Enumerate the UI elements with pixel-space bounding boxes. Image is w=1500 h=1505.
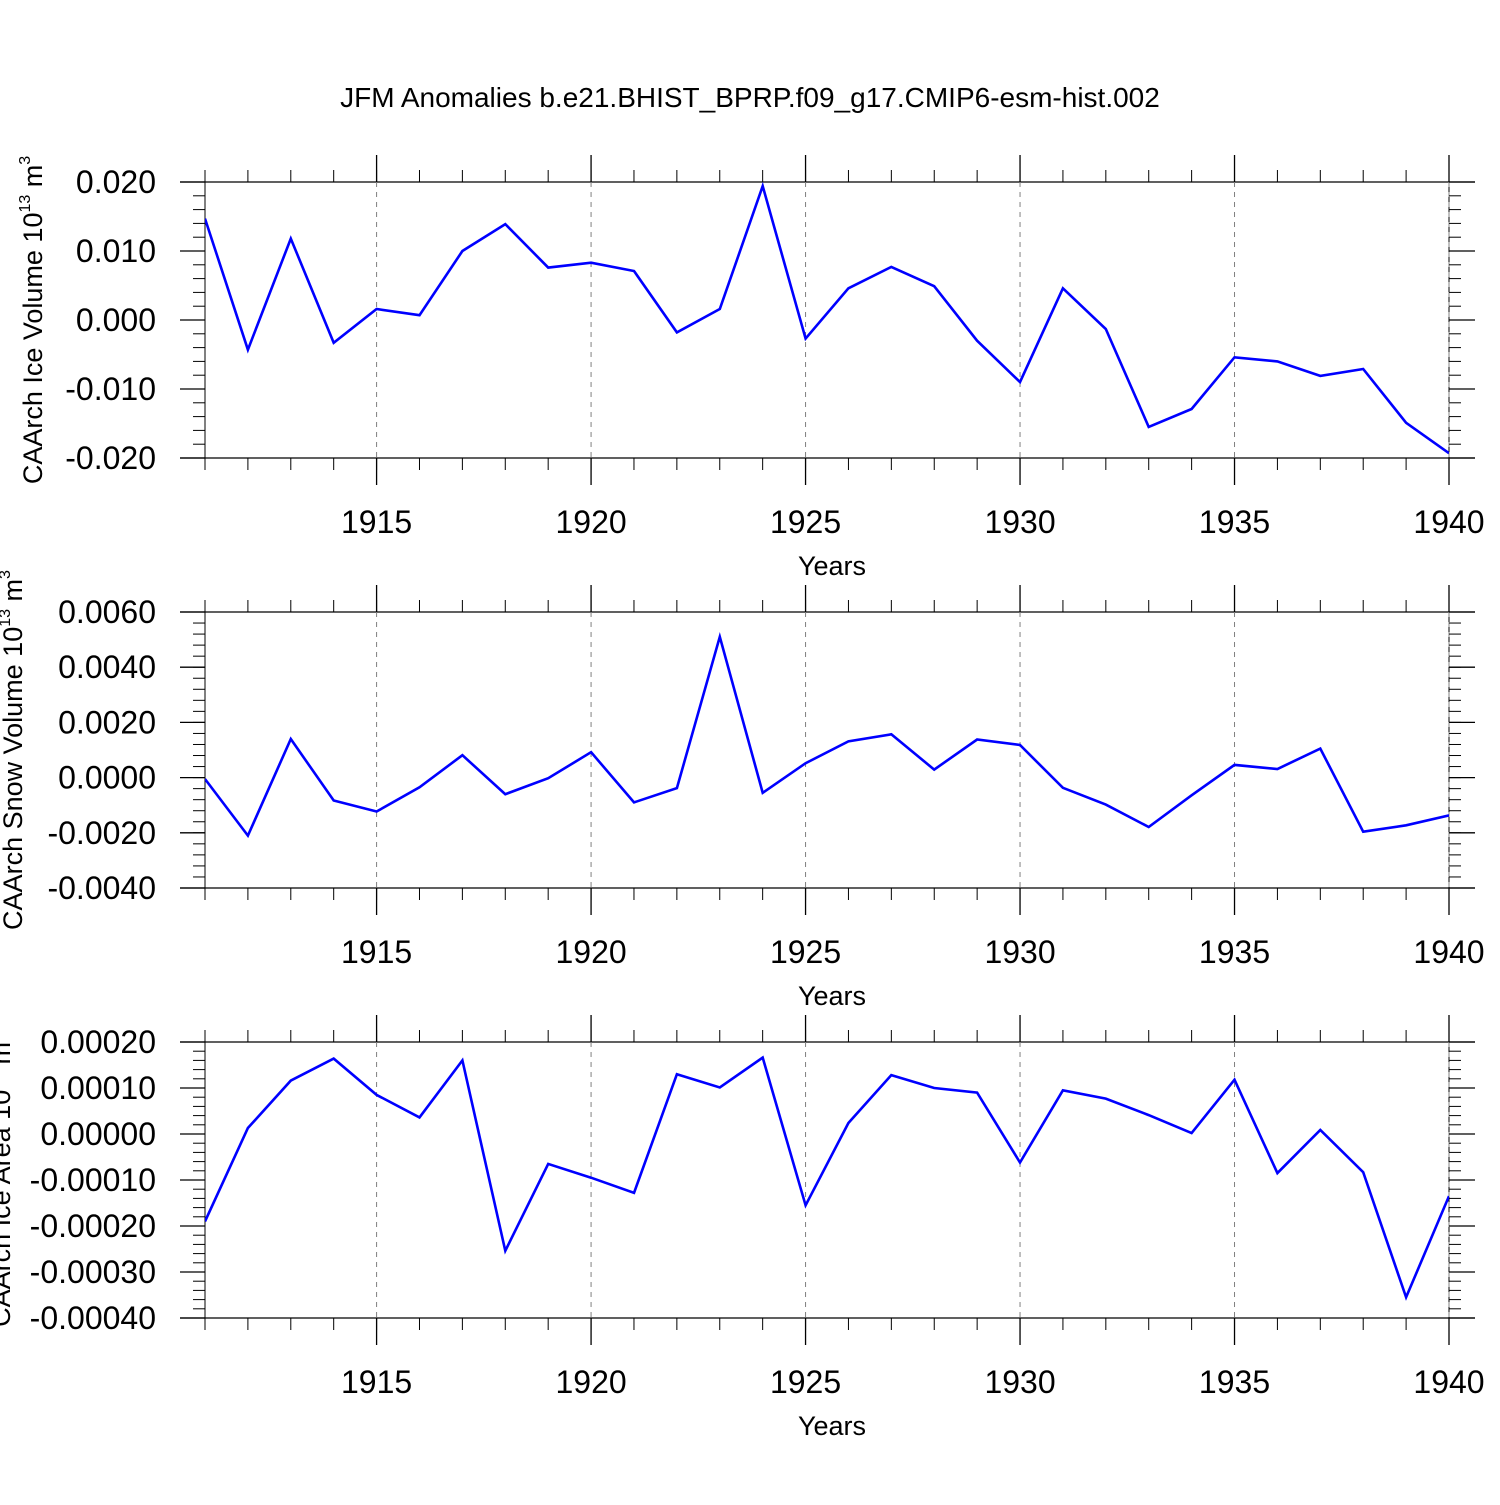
x-tick-label: 1920 bbox=[555, 1364, 626, 1400]
y-tick-label: -0.0020 bbox=[47, 815, 156, 851]
y-tick-label: -0.00010 bbox=[30, 1162, 156, 1198]
y-tick-label: 0.00020 bbox=[40, 1024, 156, 1060]
y-tick-label: 0.0020 bbox=[58, 704, 156, 740]
chart-panel-2: 1915 1920 1925 1930 1935 1940 -0.0040 -0.0020 0.… bbox=[0, 570, 1485, 1011]
series-line bbox=[205, 181, 1449, 455]
x-tick-label: 1935 bbox=[1199, 1364, 1270, 1400]
x-tick-label: 1925 bbox=[770, 934, 841, 970]
y-tick-label: 0.000 bbox=[76, 302, 156, 338]
x-tick-label: 1925 bbox=[770, 504, 841, 540]
x-tick-label: 1940 bbox=[1413, 504, 1484, 540]
y-tick-label: 0.0000 bbox=[58, 760, 156, 796]
x-tick-label: 1935 bbox=[1199, 504, 1270, 540]
chart-panel-3: 1915 1920 1925 1930 1935 1940 -0.00040 -0.00030… bbox=[0, 1015, 1485, 1441]
y-axis-label: CAArch Ice Area 1013 m2 bbox=[0, 1033, 16, 1327]
x-axis-label: Years bbox=[798, 981, 866, 1011]
x-axis-label: Years bbox=[798, 551, 866, 581]
y-tick-label: -0.020 bbox=[65, 440, 156, 476]
x-tick-label: 1935 bbox=[1199, 934, 1270, 970]
y-tick-label: 0.0060 bbox=[58, 594, 156, 630]
series-line bbox=[205, 631, 1449, 839]
y-axis-label: CAArch Ice Volume 1013 m3 bbox=[17, 156, 48, 484]
x-axis-label: Years bbox=[798, 1411, 866, 1441]
x-tick-label: 1930 bbox=[984, 1364, 1055, 1400]
chart-panel-1: 1915 1920 1925 1930 1935 1940 -0.020 -0.010 0.00… bbox=[17, 155, 1485, 581]
x-tick-label: 1930 bbox=[984, 504, 1055, 540]
y-tick-label: -0.00040 bbox=[30, 1300, 156, 1336]
x-tick-label: 1940 bbox=[1413, 934, 1484, 970]
y-tick-label: -0.010 bbox=[65, 371, 156, 407]
y-tick-label: 0.020 bbox=[76, 164, 156, 200]
y-tick-label: 0.0040 bbox=[58, 649, 156, 685]
y-tick-label: 0.010 bbox=[76, 233, 156, 269]
x-tick-label: 1920 bbox=[555, 934, 626, 970]
y-tick-label: 0.00000 bbox=[40, 1116, 156, 1152]
x-tick-label: 1940 bbox=[1413, 1364, 1484, 1400]
x-tick-label: 1920 bbox=[555, 504, 626, 540]
x-tick-label: 1925 bbox=[770, 1364, 841, 1400]
x-tick-label: 1915 bbox=[341, 934, 412, 970]
x-tick-label: 1930 bbox=[984, 934, 1055, 970]
x-tick-label: 1915 bbox=[341, 1364, 412, 1400]
y-axis-label: CAArch Snow Volume 1013 m3 bbox=[0, 570, 28, 930]
series-line bbox=[205, 1055, 1449, 1301]
y-tick-label: -0.00020 bbox=[30, 1208, 156, 1244]
x-tick-label: 1915 bbox=[341, 504, 412, 540]
y-tick-label: 0.00010 bbox=[40, 1070, 156, 1106]
chart-title: JFM Anomalies b.e21.BHIST_BPRP.f09_g17.C… bbox=[340, 82, 1160, 113]
y-tick-label: -0.0040 bbox=[47, 870, 156, 906]
y-tick-label: -0.00030 bbox=[30, 1254, 156, 1290]
